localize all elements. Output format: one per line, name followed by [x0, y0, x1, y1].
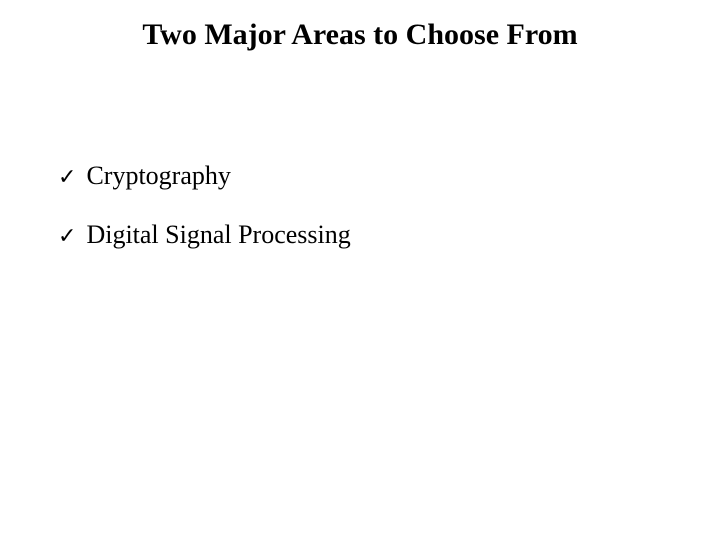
bullet-list: ✓ Cryptography ✓ Digital Signal Processi… [58, 160, 351, 278]
slide-title: Two Major Areas to Choose From [0, 18, 720, 52]
checkmark-icon: ✓ [58, 166, 76, 188]
list-item: ✓ Digital Signal Processing [58, 219, 351, 250]
list-item-label: Digital Signal Processing [86, 219, 350, 250]
checkmark-icon: ✓ [58, 225, 76, 247]
list-item-label: Cryptography [86, 160, 230, 191]
slide: Two Major Areas to Choose From ✓ Cryptog… [0, 0, 720, 540]
list-item: ✓ Cryptography [58, 160, 351, 191]
